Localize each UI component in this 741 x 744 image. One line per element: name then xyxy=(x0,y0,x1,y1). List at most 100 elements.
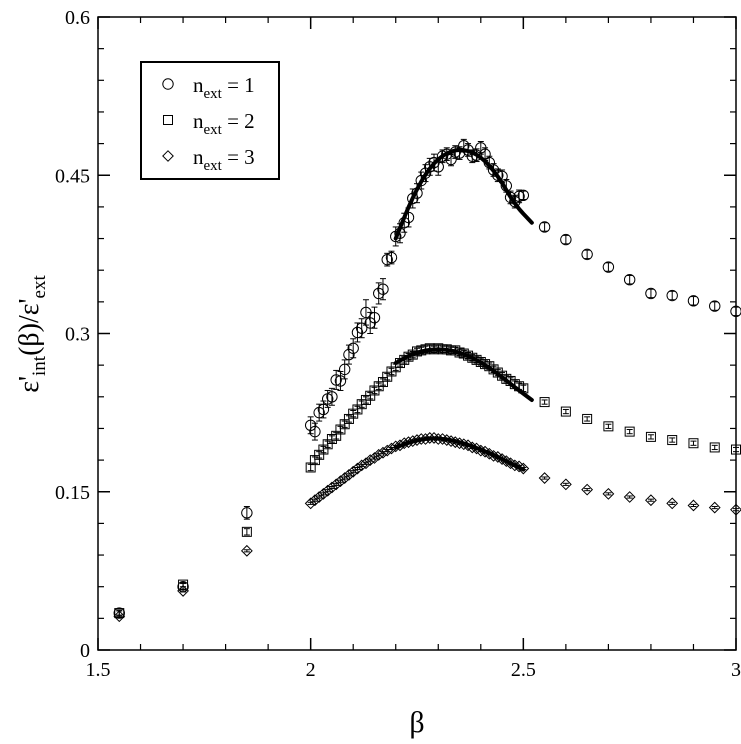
data-point-circle xyxy=(377,283,389,295)
data-point-diamond xyxy=(177,585,189,597)
legend-label-3: next = 3 xyxy=(193,145,255,174)
data-point-square xyxy=(582,413,593,424)
data-point-diamond xyxy=(623,491,636,503)
data-point-diamond xyxy=(326,481,338,494)
data-point-diamond xyxy=(517,462,530,475)
y-tick-label: 0.6 xyxy=(65,7,90,29)
data-point-circle xyxy=(317,403,330,416)
legend-label-1: next = 1 xyxy=(193,73,255,102)
data-point-circle xyxy=(428,156,440,169)
data-point-diamond xyxy=(317,487,330,500)
data-point-diamond xyxy=(445,435,457,448)
data-point-diamond xyxy=(389,440,402,453)
x-tick-label: 2 xyxy=(306,659,316,681)
data-point-circle xyxy=(496,170,508,183)
data-point-diamond xyxy=(372,448,385,461)
data-point-circle xyxy=(326,391,338,403)
data-point-diamond xyxy=(113,610,126,623)
data-point-circle xyxy=(513,190,525,203)
data-point-circle xyxy=(360,306,372,319)
y-tick-label: 0 xyxy=(80,640,90,662)
data-point-diamond xyxy=(487,449,500,462)
data-point-circle xyxy=(645,287,657,300)
data-point-diamond xyxy=(343,468,355,481)
data-point-circle xyxy=(538,221,551,233)
plot-frame xyxy=(97,16,737,651)
data-point-diamond xyxy=(313,491,326,503)
data-point-circle xyxy=(334,375,347,387)
data-point-diamond xyxy=(440,434,453,446)
data-point-diamond xyxy=(240,544,253,557)
data-point-circle xyxy=(343,348,355,361)
data-point-square xyxy=(518,383,529,394)
data-point-circle xyxy=(560,233,572,246)
data-point-circle xyxy=(504,191,517,204)
data-point-square xyxy=(178,579,189,590)
data-point-diamond xyxy=(436,433,449,445)
data-point-diamond xyxy=(360,457,372,470)
tick-labels: 1.5 2 2.5 3 0 0.15 0.3 0.45 0.6 xyxy=(55,7,741,681)
data-point-circle xyxy=(347,342,359,354)
data-point-diamond xyxy=(334,475,347,488)
data-point-circle xyxy=(517,189,530,201)
data-point-diamond xyxy=(355,459,368,472)
data-point-diamond xyxy=(385,442,398,455)
data-point-diamond xyxy=(338,472,351,484)
data-point-diamond xyxy=(347,465,360,478)
data-point-circle xyxy=(623,273,636,286)
legend-marker-circle xyxy=(162,78,174,90)
data-point-square xyxy=(603,421,614,432)
legend-marker-square xyxy=(163,115,173,125)
x-axis-label: β xyxy=(409,706,424,739)
y-tick-label: 0.45 xyxy=(55,165,90,187)
data-point-diamond xyxy=(453,437,466,450)
data-point-circle xyxy=(462,144,474,156)
data-point-square xyxy=(241,526,252,537)
data-point-diamond xyxy=(321,484,334,497)
legend-label-2: next = 2 xyxy=(193,109,255,138)
data-point-square xyxy=(667,435,678,446)
data-point-diamond xyxy=(466,441,479,454)
data-point-diamond xyxy=(432,433,445,445)
data-point-diamond xyxy=(368,452,381,464)
data-point-circle xyxy=(402,211,415,224)
data-point-circle xyxy=(373,287,385,300)
data-point-diamond xyxy=(581,483,594,496)
data-point-circle xyxy=(458,140,470,152)
data-point-circle xyxy=(449,146,461,158)
data-point-diamond xyxy=(708,501,721,514)
data-point-square xyxy=(560,406,571,417)
data-point-diamond xyxy=(381,444,394,457)
data-point-diamond xyxy=(559,478,572,491)
data-point-circle xyxy=(466,150,478,162)
data-point-circle xyxy=(602,261,615,273)
data-point-diamond xyxy=(645,494,657,507)
data-point-diamond xyxy=(351,462,364,475)
data-point-diamond xyxy=(394,439,406,452)
data-point-circle xyxy=(709,300,721,312)
data-point-circle xyxy=(432,161,444,173)
y-tick-label: 0.3 xyxy=(65,324,90,346)
data-point-diamond xyxy=(538,472,551,484)
data-point-circle xyxy=(356,322,368,334)
data-point-circle xyxy=(177,581,189,593)
data-point-square xyxy=(688,438,699,449)
data-point-circle xyxy=(113,607,125,619)
data-point-circle xyxy=(304,419,317,431)
data-point-diamond xyxy=(330,478,343,491)
legend-marker-diamond xyxy=(162,150,174,162)
data-markers xyxy=(113,140,741,623)
data-point-diamond xyxy=(602,487,615,500)
data-point-diamond xyxy=(474,444,487,457)
data-point-circle xyxy=(492,169,504,181)
data-point-circle xyxy=(368,311,381,324)
data-point-diamond xyxy=(377,446,389,459)
data-point-circle xyxy=(338,363,351,376)
x-tick-label: 1.5 xyxy=(86,659,111,681)
data-point-circle xyxy=(475,142,487,154)
data-point-circle xyxy=(687,295,700,307)
x-tick-label: 3 xyxy=(731,659,741,681)
x-tick-label: 2.5 xyxy=(511,659,536,681)
data-point-circle xyxy=(500,180,513,192)
